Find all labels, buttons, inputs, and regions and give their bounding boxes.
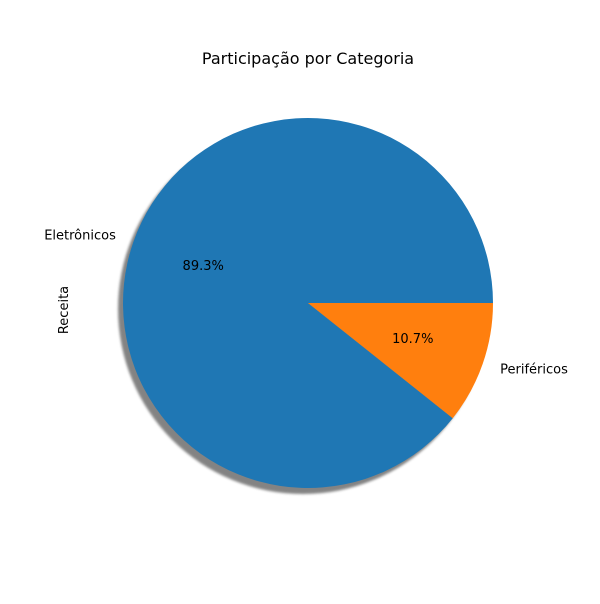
chart-title: Participação por Categoria [202, 49, 414, 68]
pie-slice-1 [123, 118, 493, 489]
pie-slices [123, 118, 493, 489]
pie-labels: Eletrônicos 89.3% Periféricos 10.7% [44, 228, 568, 377]
pie-category-label: Eletrônicos [44, 228, 116, 243]
pie-percent-label: 89.3% [183, 259, 224, 274]
pie-category-label: Periféricos [500, 363, 568, 378]
pie-percent-label: 10.7% [392, 332, 433, 347]
pie-slice-2 [308, 303, 493, 419]
y-axis-label: Receita [57, 286, 72, 334]
